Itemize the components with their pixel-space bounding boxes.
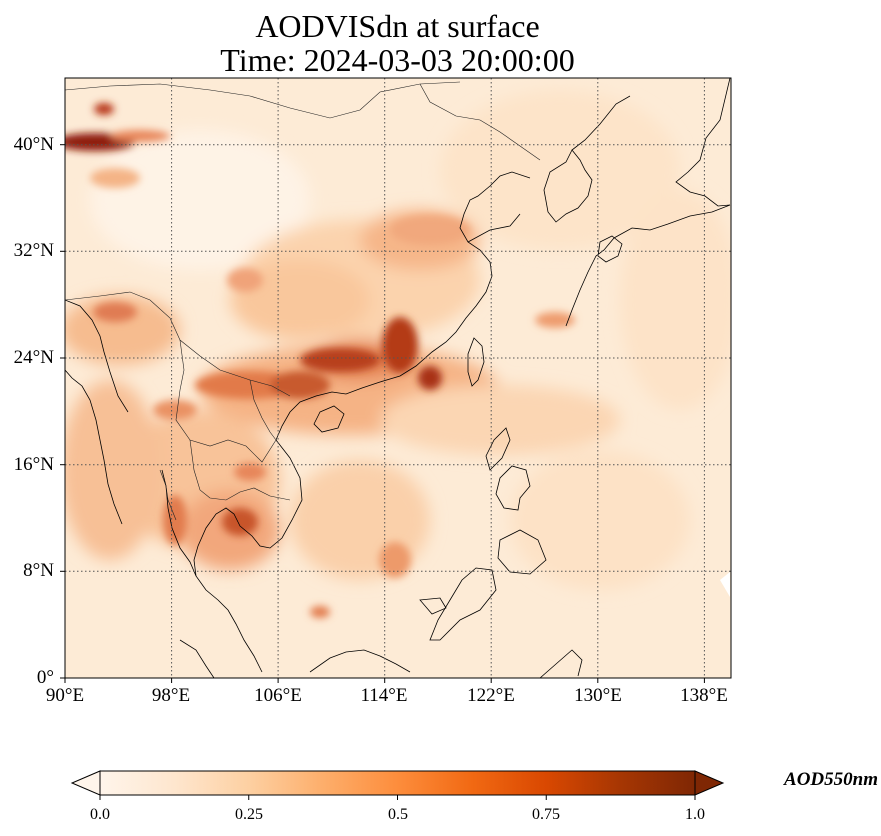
lat-label-24: 24°N [13, 347, 54, 368]
colorbar-extend-max [694, 770, 725, 796]
lon-label-130: 130°E [574, 685, 622, 706]
map-time: Time: 2024-03-03 20:00:00 [220, 42, 575, 78]
graticule [65, 78, 731, 678]
map-title: AODVISdn at surface [255, 8, 540, 44]
lon-label-114: 114°E [360, 685, 408, 706]
lat-label-40: 40°N [13, 134, 54, 155]
aod-field [65, 78, 731, 678]
lon-label-98: 98°E [151, 685, 191, 706]
lon-label-106: 106°E [254, 685, 302, 706]
lon-label-122: 122°E [467, 685, 515, 706]
coastlines [65, 78, 731, 678]
colorbar-tick-1: 1.0 [685, 806, 705, 823]
colorbar-tick-025: 0.25 [235, 806, 263, 823]
colorbar [70, 770, 725, 800]
lat-label-8: 8°N [23, 560, 54, 581]
lat-label-32: 32°N [13, 240, 54, 261]
lat-label-16: 16°N [13, 454, 54, 475]
colorbar-label: AOD550nm [784, 769, 878, 790]
lat-label-0: 0° [36, 667, 54, 688]
colorbar-tick-075: 0.75 [532, 806, 560, 823]
colorbar-tick-0: 0.0 [90, 806, 110, 823]
axis-ticks [60, 144, 705, 683]
colorbar-tick-05: 0.5 [388, 806, 408, 823]
map-frame [64, 77, 732, 679]
lon-label-90: 90°E [45, 685, 85, 706]
lon-label-138: 138°E [680, 685, 728, 706]
colorbar-extend-min [70, 770, 101, 796]
